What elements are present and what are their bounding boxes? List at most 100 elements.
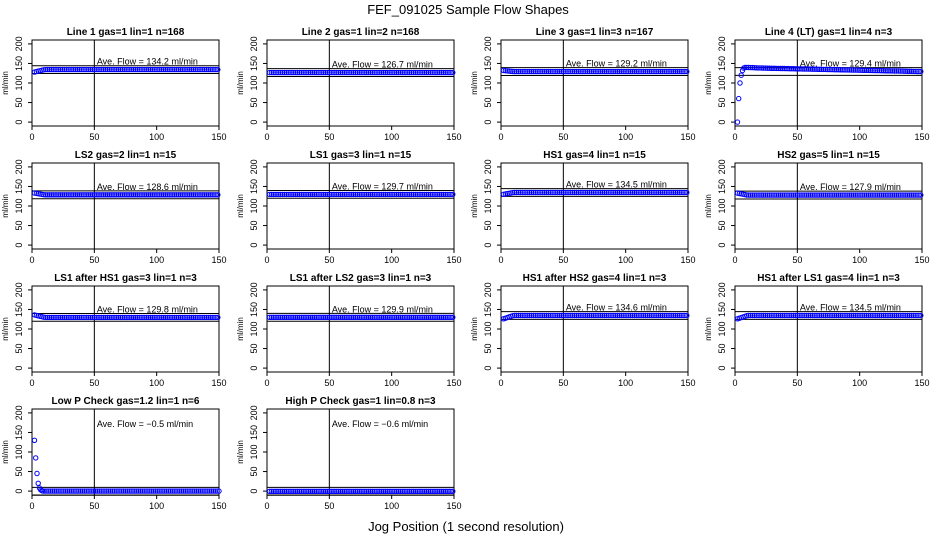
data-point	[208, 488, 215, 494]
x-tick-label: 150	[446, 255, 461, 265]
data-point	[115, 314, 122, 321]
data-point	[313, 69, 319, 76]
data-point	[661, 312, 667, 319]
data-point	[104, 192, 111, 198]
data-point	[783, 192, 789, 198]
data-point	[422, 69, 428, 76]
data-point	[807, 66, 814, 72]
data-point	[141, 488, 147, 494]
data-point	[56, 314, 62, 321]
data-point	[101, 66, 107, 73]
data-point	[800, 192, 806, 198]
data-point	[386, 69, 392, 76]
data-point	[109, 488, 116, 494]
data-point	[420, 69, 426, 76]
data-point	[125, 192, 131, 198]
data-point	[880, 312, 887, 319]
data-point	[92, 488, 99, 494]
data-point	[170, 192, 176, 198]
data-point	[337, 69, 344, 76]
data-point	[319, 191, 325, 198]
data-point	[274, 69, 280, 76]
data-point	[654, 189, 660, 196]
data-point	[129, 314, 135, 321]
data-point	[534, 189, 540, 196]
data-point	[785, 192, 791, 198]
data-point	[384, 314, 390, 320]
data-point	[183, 314, 189, 321]
data-point	[343, 314, 349, 320]
data-point	[405, 191, 411, 198]
panel-title: LS1 after LS2 gas=3 lin=1 n=3	[290, 273, 432, 284]
data-point	[873, 67, 879, 74]
data-point	[192, 192, 199, 198]
data-point	[418, 314, 424, 320]
y-tick-label: 200	[249, 405, 259, 420]
data-point	[435, 314, 441, 320]
data-point	[392, 69, 398, 76]
data-point	[390, 69, 396, 76]
data-point	[123, 66, 129, 73]
average-flow-annotation: Ave. Flow = 126.7 ml/min	[332, 60, 433, 70]
data-point	[888, 312, 894, 319]
data-point	[99, 192, 105, 198]
data-point	[181, 192, 187, 198]
data-point	[500, 67, 507, 74]
x-tick-label: 150	[680, 378, 695, 388]
data-point	[833, 192, 840, 198]
data-point	[515, 68, 522, 75]
average-flow-annotation: Ave. Flow = 129.7 ml/min	[332, 181, 433, 191]
data-point	[408, 488, 415, 494]
data-point	[65, 314, 71, 321]
data-point	[298, 314, 304, 320]
x-tick-label: 100	[384, 255, 399, 265]
data-point	[371, 191, 377, 198]
data-point	[607, 68, 613, 75]
data-point	[283, 314, 289, 320]
data-point	[185, 66, 191, 73]
data-point	[162, 66, 169, 73]
data-point	[392, 314, 398, 320]
y-tick-label: 0	[249, 489, 259, 494]
data-points	[500, 312, 690, 322]
data-point	[841, 67, 847, 73]
data-point	[367, 488, 374, 494]
data-point	[884, 312, 890, 319]
data-point	[809, 312, 815, 319]
data-point	[523, 312, 529, 319]
data-point	[446, 488, 452, 494]
data-point	[656, 68, 662, 75]
data-point	[293, 69, 299, 76]
data-point	[433, 488, 439, 494]
data-point	[787, 66, 793, 72]
data-point	[650, 189, 656, 196]
data-point	[337, 191, 344, 198]
data-point	[343, 191, 349, 198]
data-point	[661, 68, 667, 75]
data-point	[216, 488, 222, 494]
data-point	[431, 69, 437, 76]
data-point	[536, 68, 542, 75]
data-point	[876, 192, 883, 198]
data-point	[94, 488, 101, 494]
data-point	[104, 66, 111, 73]
data-point	[48, 314, 54, 321]
data-point	[317, 314, 323, 320]
data-point	[119, 66, 126, 73]
data-point	[147, 66, 154, 73]
panel-9: LS1 after HS1 gas=3 lin=1 n=30 50 100 15005…	[1, 273, 227, 388]
data-point	[194, 192, 200, 198]
x-tick-label: 150	[446, 501, 461, 511]
y-axis-label: ml/min	[1, 440, 10, 464]
data-point	[144, 192, 150, 198]
data-point	[843, 192, 849, 198]
panel-title: HS2 gas=5 lin=1 n=15	[777, 150, 880, 161]
y-tick-label: 150	[14, 425, 24, 440]
y-axis-label: ml/min	[470, 317, 479, 341]
data-point	[172, 192, 178, 198]
data-point	[667, 312, 673, 319]
data-point	[298, 191, 304, 198]
y-tick-label: 50	[717, 221, 727, 231]
data-point	[817, 66, 823, 73]
data-point	[918, 192, 924, 198]
